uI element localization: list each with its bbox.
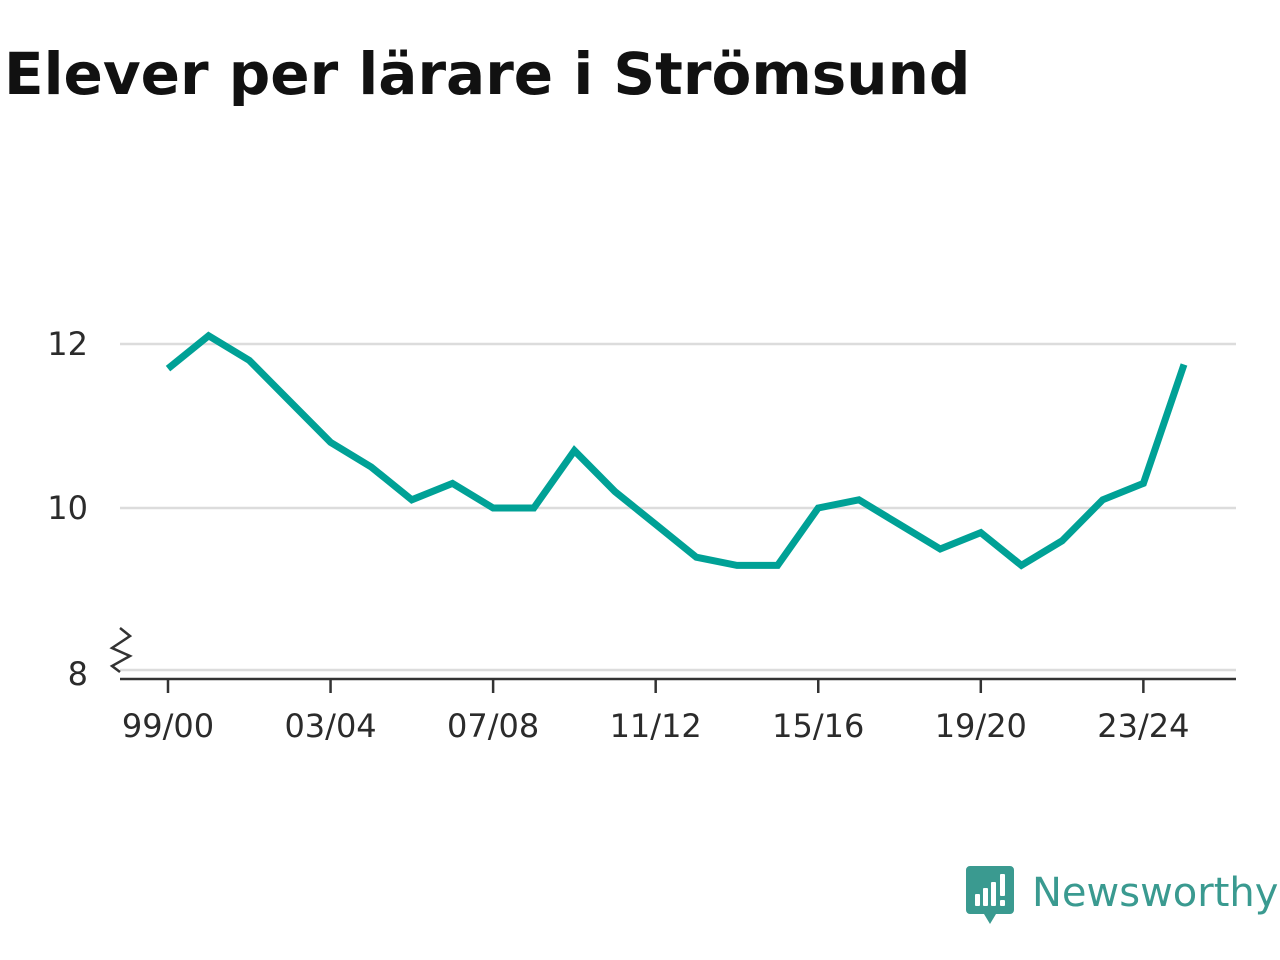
y-axis-break-marker	[109, 627, 133, 673]
series-line-0	[165, 331, 1188, 570]
x-tick-label-99-00: 99/00	[122, 707, 214, 745]
grid-lines	[120, 342, 1236, 672]
x-tick-label-23-24: 23/24	[1097, 707, 1189, 745]
y-tick-label-8: 8	[68, 655, 88, 693]
x-tick-label-15-16: 15/16	[772, 707, 864, 745]
x-axis	[109, 627, 1236, 693]
series-layer	[165, 331, 1188, 570]
line-chart: 8 10 12 99/00 03/04 07/08 11/12 15/16 19/20 23/2…	[47, 325, 1236, 745]
x-tick-label-07-08: 07/08	[447, 707, 539, 745]
x-tick-label-03-04: 03/04	[284, 707, 376, 745]
newsworthy-logo-icon	[966, 866, 1014, 924]
chart-title: Elever per lärare i Strömsund	[4, 40, 971, 108]
x-tick-label-19-20: 19/20	[935, 707, 1027, 745]
y-tick-label-10: 10	[47, 489, 88, 527]
x-tick-label-11-12: 11/12	[610, 707, 702, 745]
brand-name: Newsworthy	[1032, 870, 1279, 916]
x-axis-labels: 99/00 03/04 07/08 11/12 15/16 19/20 23/24	[122, 707, 1190, 745]
y-tick-label-12: 12	[47, 325, 88, 363]
brand-logo: Newsworthy	[966, 866, 1278, 926]
y-axis-labels: 8 10 12	[47, 325, 88, 693]
